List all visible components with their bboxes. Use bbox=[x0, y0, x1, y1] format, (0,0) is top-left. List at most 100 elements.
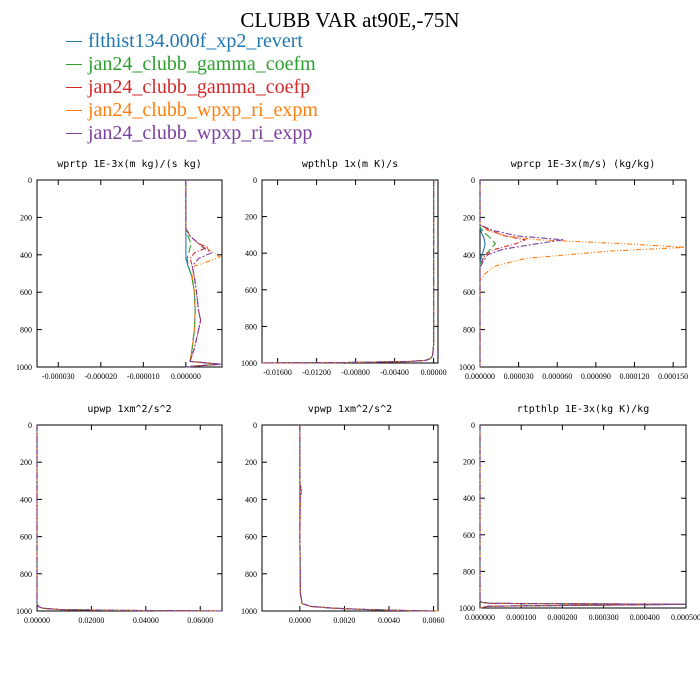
x-tick-label: 0.0020 bbox=[333, 616, 355, 625]
series-line bbox=[479, 180, 527, 367]
chart-panel: wpthlp 1x(m K)/s 0 200 400 600 800 1000 -0.0160… bbox=[241, 159, 447, 377]
chart-panel: wprtp 1E-3x(m kg)/(s kg) 0 200 400 600 800 100… bbox=[16, 159, 223, 381]
plot-frame bbox=[36, 424, 223, 612]
series-line bbox=[479, 425, 687, 609]
legend-item: jan24_clubb_wpxp_ri_expm bbox=[66, 99, 318, 122]
figure-title: CLUBB VAR at90E,-75N bbox=[240, 8, 460, 32]
series-line bbox=[261, 180, 435, 364]
x-tick-label: 0.000400 bbox=[630, 613, 660, 622]
y-tick-label: 1000 bbox=[241, 607, 257, 616]
x-tick-label: 0.000100 bbox=[506, 613, 536, 622]
y-tick-label: 800 bbox=[463, 567, 475, 576]
chart-panel: wprcp 1E-3x(m/s) (kg/kg) 0 200 400 600 800 100… bbox=[459, 159, 688, 381]
legend-item: flthist134.000f_xp2_revert bbox=[66, 30, 318, 53]
x-tick-label: -0.000010 bbox=[127, 372, 160, 381]
y-tick-label: 400 bbox=[20, 495, 32, 504]
y-tick-label: 800 bbox=[20, 570, 32, 579]
legend-label: jan24_clubb_gamma_coefp bbox=[88, 76, 311, 98]
x-tick-label: -0.000020 bbox=[84, 372, 117, 381]
y-tick-label: 800 bbox=[245, 570, 257, 579]
x-tick-label: 0.000500 bbox=[671, 613, 700, 622]
y-tick-label: 400 bbox=[20, 251, 32, 260]
y-tick-label: 400 bbox=[245, 495, 257, 504]
panel-title: vpwp 1xm^2/s^2 bbox=[308, 404, 392, 415]
series-line bbox=[479, 425, 687, 609]
legend-swatch bbox=[66, 64, 82, 65]
y-tick-label: 0 bbox=[28, 421, 32, 430]
x-tick-label: -0.000030 bbox=[42, 372, 75, 381]
y-tick-label: 800 bbox=[20, 326, 32, 335]
y-tick-label: 600 bbox=[20, 533, 32, 542]
series-line bbox=[36, 425, 223, 612]
plot-frame bbox=[479, 179, 687, 368]
plot-frame bbox=[261, 179, 439, 364]
y-tick-label: 200 bbox=[245, 213, 257, 222]
series-line bbox=[185, 180, 223, 368]
plot-frame bbox=[479, 424, 687, 609]
y-tick-label: 600 bbox=[245, 286, 257, 295]
x-tick-label: 0.00000 bbox=[24, 616, 50, 625]
series-line bbox=[479, 180, 497, 367]
series-line bbox=[479, 425, 687, 609]
legend-item: jan24_clubb_gamma_coefm bbox=[66, 53, 318, 76]
y-tick-label: 1000 bbox=[459, 363, 475, 372]
x-tick-label: 0.000150 bbox=[658, 372, 688, 381]
legend-label: jan24_clubb_wpxp_ri_expm bbox=[88, 99, 318, 121]
y-tick-label: 600 bbox=[463, 531, 475, 540]
y-tick-label: 200 bbox=[20, 458, 32, 467]
y-tick-label: 200 bbox=[20, 213, 32, 222]
series-line bbox=[261, 180, 435, 364]
y-tick-label: 0 bbox=[471, 421, 475, 430]
plot-frame bbox=[36, 179, 223, 368]
x-tick-label: -0.00400 bbox=[380, 368, 409, 377]
y-tick-label: 800 bbox=[245, 322, 257, 331]
chart-panel: vpwp 1xm^2/s^2 0 200 400 600 800 1000 0.0000 0.0… bbox=[241, 404, 445, 625]
series-line bbox=[299, 425, 434, 612]
x-tick-label: 0.000000 bbox=[171, 372, 201, 381]
x-tick-label: 0.02000 bbox=[78, 616, 104, 625]
x-tick-label: 0.000120 bbox=[620, 372, 650, 381]
x-tick-label: 0.04000 bbox=[133, 616, 159, 625]
series-line bbox=[479, 180, 687, 367]
series-line bbox=[299, 425, 434, 612]
y-tick-label: 0 bbox=[253, 176, 257, 185]
y-tick-label: 200 bbox=[463, 213, 475, 222]
x-tick-label: 0.000060 bbox=[542, 372, 572, 381]
x-tick-label: 0.000300 bbox=[589, 613, 619, 622]
series-line bbox=[185, 180, 222, 368]
x-tick-label: -0.01600 bbox=[263, 368, 292, 377]
y-tick-label: 1000 bbox=[16, 607, 32, 616]
legend: flthist134.000f_xp2_revert jan24_clubb_g… bbox=[66, 30, 318, 145]
x-tick-label: 0.000000 bbox=[465, 613, 495, 622]
series-line bbox=[479, 180, 564, 367]
series-line bbox=[261, 180, 435, 364]
y-tick-label: 1000 bbox=[459, 604, 475, 613]
y-tick-label: 1000 bbox=[16, 363, 32, 372]
y-tick-label: 0 bbox=[28, 176, 32, 185]
series-line bbox=[261, 180, 435, 364]
plot-frame bbox=[261, 424, 439, 612]
y-tick-label: 400 bbox=[245, 249, 257, 258]
legend-label: jan24_clubb_gamma_coefm bbox=[88, 53, 316, 75]
series-line bbox=[479, 180, 486, 367]
x-tick-label: 0.000090 bbox=[581, 372, 611, 381]
panel-title: wprcp 1E-3x(m/s) (kg/kg) bbox=[511, 159, 656, 170]
legend-item: jan24_clubb_wpxp_ri_expp bbox=[66, 122, 318, 145]
panel-title: wprtp 1E-3x(m kg)/(s kg) bbox=[57, 159, 202, 170]
legend-swatch bbox=[66, 133, 82, 134]
chart-panel: rtpthlp 1E-3x(kg K)/kg020040060080010000… bbox=[459, 404, 700, 622]
x-tick-label: 0.000030 bbox=[504, 372, 534, 381]
x-tick-label: 0.00000 bbox=[421, 368, 447, 377]
panel-title: wpthlp 1x(m K)/s bbox=[302, 159, 398, 170]
series-line bbox=[36, 425, 223, 612]
y-tick-label: 600 bbox=[20, 288, 32, 297]
legend-label: flthist134.000f_xp2_revert bbox=[88, 30, 303, 52]
x-tick-label: 0.0000 bbox=[289, 616, 311, 625]
series-line bbox=[261, 180, 435, 364]
x-tick-label: 0.0040 bbox=[378, 616, 400, 625]
y-tick-label: 400 bbox=[463, 251, 475, 260]
legend-swatch bbox=[66, 41, 82, 42]
series-line bbox=[36, 425, 223, 612]
